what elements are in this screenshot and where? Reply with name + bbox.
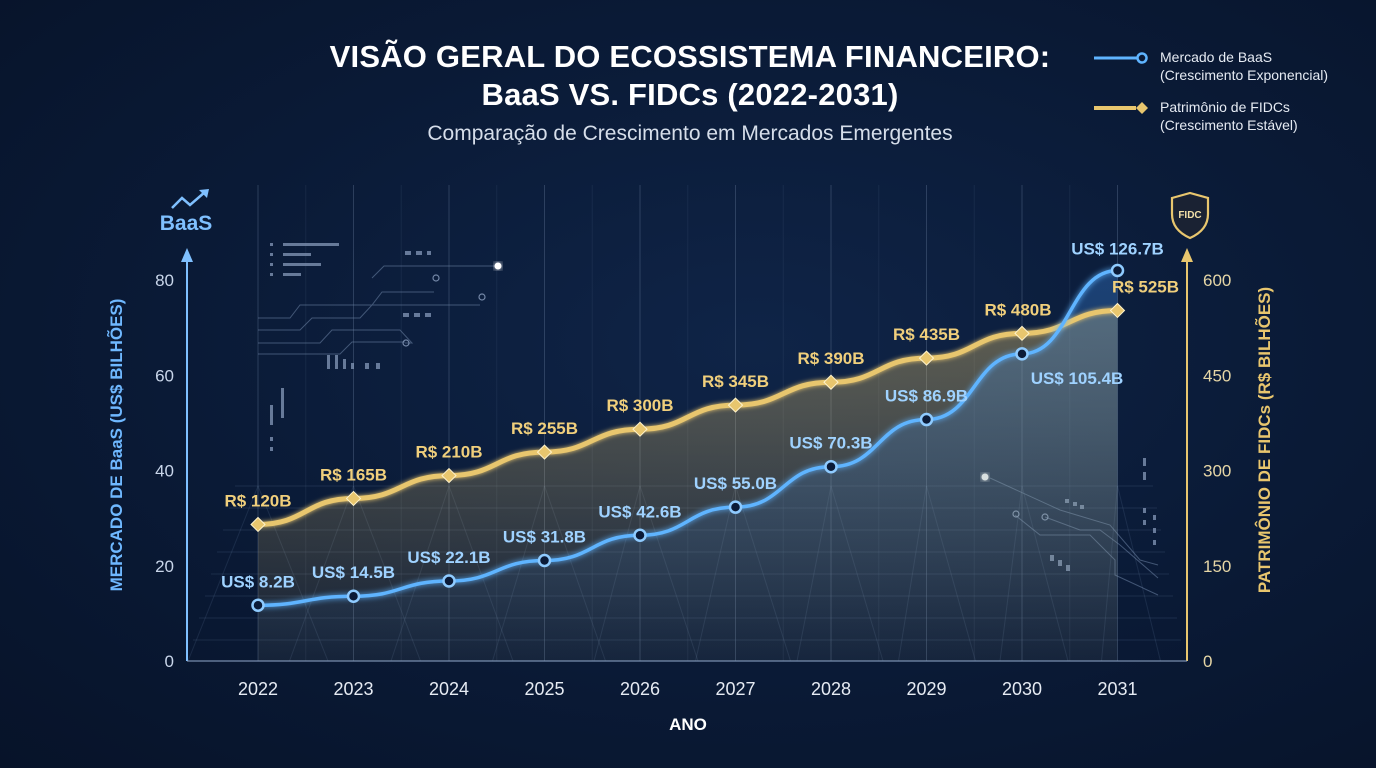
data-label-fidc: R$ 165B <box>320 465 387 484</box>
data-point-fidc <box>823 374 839 390</box>
data-point-fidc <box>727 397 744 413</box>
data-point-fidc <box>441 467 457 484</box>
data-label-baas: US$ 126.7B <box>1071 239 1164 258</box>
x-tick-label: 2023 <box>333 679 373 699</box>
legend-label-baas: Mercado de BaaS (Crescimento Exponencial… <box>1160 49 1329 83</box>
data-label-baas: US$ 70.3B <box>789 434 872 453</box>
floor-grid-diagonal <box>187 485 259 662</box>
data-label-fidc: R$ 345B <box>702 372 769 391</box>
legend-swatch-fidc <box>1094 102 1148 114</box>
data-point-fidc <box>1014 325 1030 342</box>
x-tick-label: 2028 <box>811 679 851 699</box>
data-point-fidc <box>1109 302 1126 319</box>
legend-item-fidc: Patrimônio de FIDCs (Crescimento Estável… <box>1092 98 1372 134</box>
y-tick-label-right: 0 <box>1203 652 1212 671</box>
data-point-baas <box>537 553 552 568</box>
series-line-fidc <box>255 307 1120 527</box>
legend-swatch-baas <box>1094 52 1148 64</box>
data-point-baas <box>824 459 838 474</box>
y-axis-right-arrow <box>1181 248 1193 262</box>
data-label-fidc: R$ 210B <box>415 443 482 462</box>
x-axis-label: ANO <box>669 715 707 734</box>
x-tick-label: 2027 <box>715 679 755 699</box>
baas-badge: BaaS <box>160 212 213 235</box>
data-point-fidc <box>250 516 266 533</box>
x-tick-label: 2026 <box>620 679 660 699</box>
series-lines <box>255 268 1120 608</box>
chart-subtitle: Comparação de Crescimento em Mercados Em… <box>427 122 953 145</box>
y-tick-label-left: 20 <box>155 557 174 576</box>
data-label-baas: US$ 14.5B <box>312 563 395 582</box>
series-points <box>250 263 1126 613</box>
data-point-fidc <box>536 444 553 460</box>
shield-icon <box>1170 191 1210 240</box>
legend-item-baas: Mercado de BaaS (Crescimento Exponencial… <box>1092 48 1372 84</box>
legend: Mercado de BaaS (Crescimento Exponencial… <box>1092 48 1372 148</box>
x-tick-label: 2025 <box>524 679 564 699</box>
y-tick-label-right: 450 <box>1203 366 1231 385</box>
data-point-baas <box>728 500 743 514</box>
series-line-baas <box>256 268 1120 608</box>
x-tick-label: 2024 <box>429 679 469 699</box>
data-label-baas: US$ 55.0B <box>694 474 777 493</box>
data-label-baas: US$ 31.8B <box>503 528 586 547</box>
data-label-baas: US$ 86.9B <box>885 387 968 406</box>
data-point-baas <box>442 574 456 588</box>
y-tick-label-right: 300 <box>1203 462 1231 481</box>
y-axis-label-right: PATRIMÔNIO DE FIDCs (R$ BILHÕES) <box>1254 287 1274 593</box>
trend-up-icon <box>171 189 209 209</box>
y-tick-label-left: 0 <box>165 652 174 671</box>
data-point-baas <box>633 528 647 543</box>
data-point-fidc <box>918 350 935 366</box>
chart-title: VISÃO GERAL DO ECOSSISTEMA FINANCEIRO: B… <box>190 38 1190 114</box>
data-labels: R$ 120B R$ 165B R$ 210B R$ 255B R$ 300B R$ 34… <box>221 239 1179 591</box>
x-tick-label: 2031 <box>1097 679 1137 699</box>
x-tick-label: 2029 <box>906 679 946 699</box>
data-point-baas <box>1110 263 1125 278</box>
chart-title-line2: BaaS VS. FIDCs (2022-2031) <box>481 77 899 112</box>
data-point-baas <box>1015 347 1029 361</box>
axes: 0 20 40 60 80 0 150 300 450 600 2022 2023 2024 2025 20… <box>106 189 1274 734</box>
data-label-fidc: R$ 120B <box>224 491 291 510</box>
data-point-fidc <box>345 490 362 507</box>
data-label-fidc: R$ 300B <box>606 396 673 415</box>
area-baas <box>258 270 1118 661</box>
series-areas <box>258 270 1118 661</box>
y-tick-label-left: 80 <box>155 271 174 290</box>
floor-grid-diagonal <box>1117 485 1161 662</box>
data-label-baas: US$ 8.2B <box>221 572 295 591</box>
data-point-baas <box>251 598 265 613</box>
data-label-fidc: R$ 480B <box>984 300 1051 319</box>
data-label-baas: US$ 22.1B <box>407 548 490 567</box>
y-tick-label-left: 60 <box>155 366 174 385</box>
x-tick-label: 2030 <box>1002 679 1042 699</box>
y-axis-label-left: MERCADO DE BaaS (US$ BILHÕES) <box>106 299 126 592</box>
data-label-fidc: R$ 390B <box>797 349 864 368</box>
fidc-badge: FIDC <box>1178 210 1201 221</box>
data-label-fidc: R$ 255B <box>511 419 578 438</box>
data-label-fidc: R$ 435B <box>893 325 960 344</box>
legend-label-fidc: Patrimônio de FIDCs (Crescimento Estável… <box>1160 99 1298 133</box>
y-tick-label-left: 40 <box>155 462 174 481</box>
y-tick-label-right: 600 <box>1203 271 1231 290</box>
x-tick-label: 2022 <box>238 679 278 699</box>
data-label-baas: US$ 105.4B <box>1031 369 1124 388</box>
y-tick-label-right: 150 <box>1203 557 1231 576</box>
data-label-baas: US$ 42.6B <box>598 502 681 521</box>
data-label-fidc: R$ 525B <box>1112 277 1179 296</box>
data-point-baas <box>919 412 934 427</box>
chart-title-line1: VISÃO GERAL DO ECOSSISTEMA FINANCEIRO: <box>329 39 1051 74</box>
data-point-baas <box>346 589 361 603</box>
data-point-fidc <box>632 421 648 437</box>
y-axis-left-arrow <box>181 248 193 262</box>
